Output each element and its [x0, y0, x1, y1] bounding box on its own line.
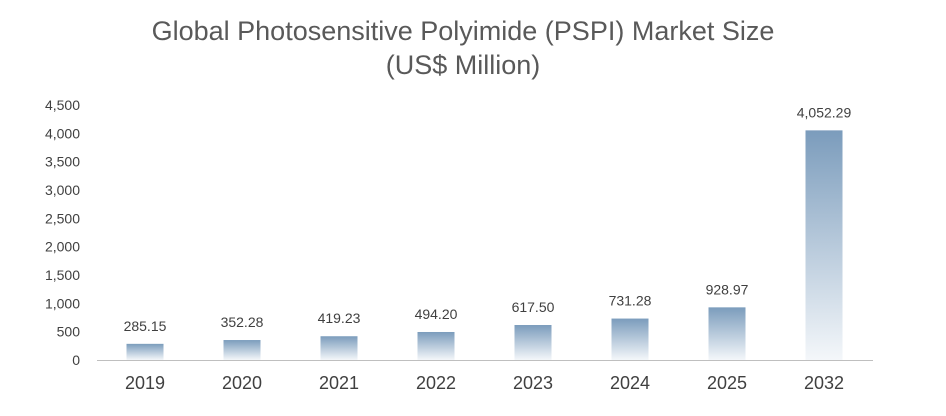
y-tick-label: 500 — [57, 324, 81, 340]
y-tick-label: 2,500 — [45, 210, 80, 226]
data-label-2020: 352.28 — [221, 314, 264, 330]
bar-2020 — [223, 340, 261, 360]
data-label-2019: 285.15 — [124, 318, 167, 334]
y-tick-label: 4,500 — [45, 97, 80, 113]
x-axis-ticks: 2019 2020 2021 2022 2023 2024 2025 2032 — [125, 373, 844, 393]
x-tick-label-2021: 2021 — [319, 373, 359, 393]
data-label-2022: 494.20 — [415, 306, 458, 322]
bar-2023 — [514, 325, 552, 360]
x-tick-label-2020: 2020 — [222, 373, 262, 393]
y-tick-label: 1,000 — [45, 295, 80, 311]
y-tick-label: 2,000 — [45, 239, 80, 255]
y-tick-label: 4,000 — [45, 125, 80, 141]
x-tick-label-2019: 2019 — [125, 373, 165, 393]
x-tick-label-2022: 2022 — [416, 373, 456, 393]
x-tick-label-2032: 2032 — [804, 373, 844, 393]
y-tick-label: 3,500 — [45, 154, 80, 170]
x-tick-label-2024: 2024 — [610, 373, 650, 393]
bar-2022 — [417, 331, 455, 360]
data-label-2024: 731.28 — [609, 293, 652, 309]
y-tick-label: 3,000 — [45, 182, 80, 198]
x-tick-label-2025: 2025 — [707, 373, 747, 393]
x-tick-label-2023: 2023 — [513, 373, 553, 393]
bar-2021 — [320, 336, 358, 360]
y-tick-label: 0 — [72, 352, 80, 368]
bar-2019 — [126, 343, 164, 360]
bars — [126, 130, 843, 360]
data-label-2021: 419.23 — [318, 310, 361, 326]
chart-title-line2: (US$ Million) — [385, 50, 541, 80]
data-label-2032: 4,052.29 — [797, 104, 852, 120]
data-labels: 285.15 352.28 419.23 494.20 617.50 731.28 928.… — [124, 104, 852, 333]
bar-2032 — [805, 130, 843, 360]
bar-2025 — [708, 307, 746, 360]
data-label-2023: 617.50 — [512, 299, 555, 315]
y-tick-label: 1,500 — [45, 267, 80, 283]
y-axis-ticks: 0 500 1,000 1,500 2,000 2,500 3,000 3,500 4,000 4… — [45, 97, 80, 368]
data-label-2025: 928.97 — [706, 281, 749, 297]
bar-2024 — [611, 318, 649, 360]
chart-title: Global Photosensitive Polyimide (PSPI) M… — [0, 14, 926, 82]
chart-title-line1: Global Photosensitive Polyimide (PSPI) M… — [151, 16, 775, 46]
